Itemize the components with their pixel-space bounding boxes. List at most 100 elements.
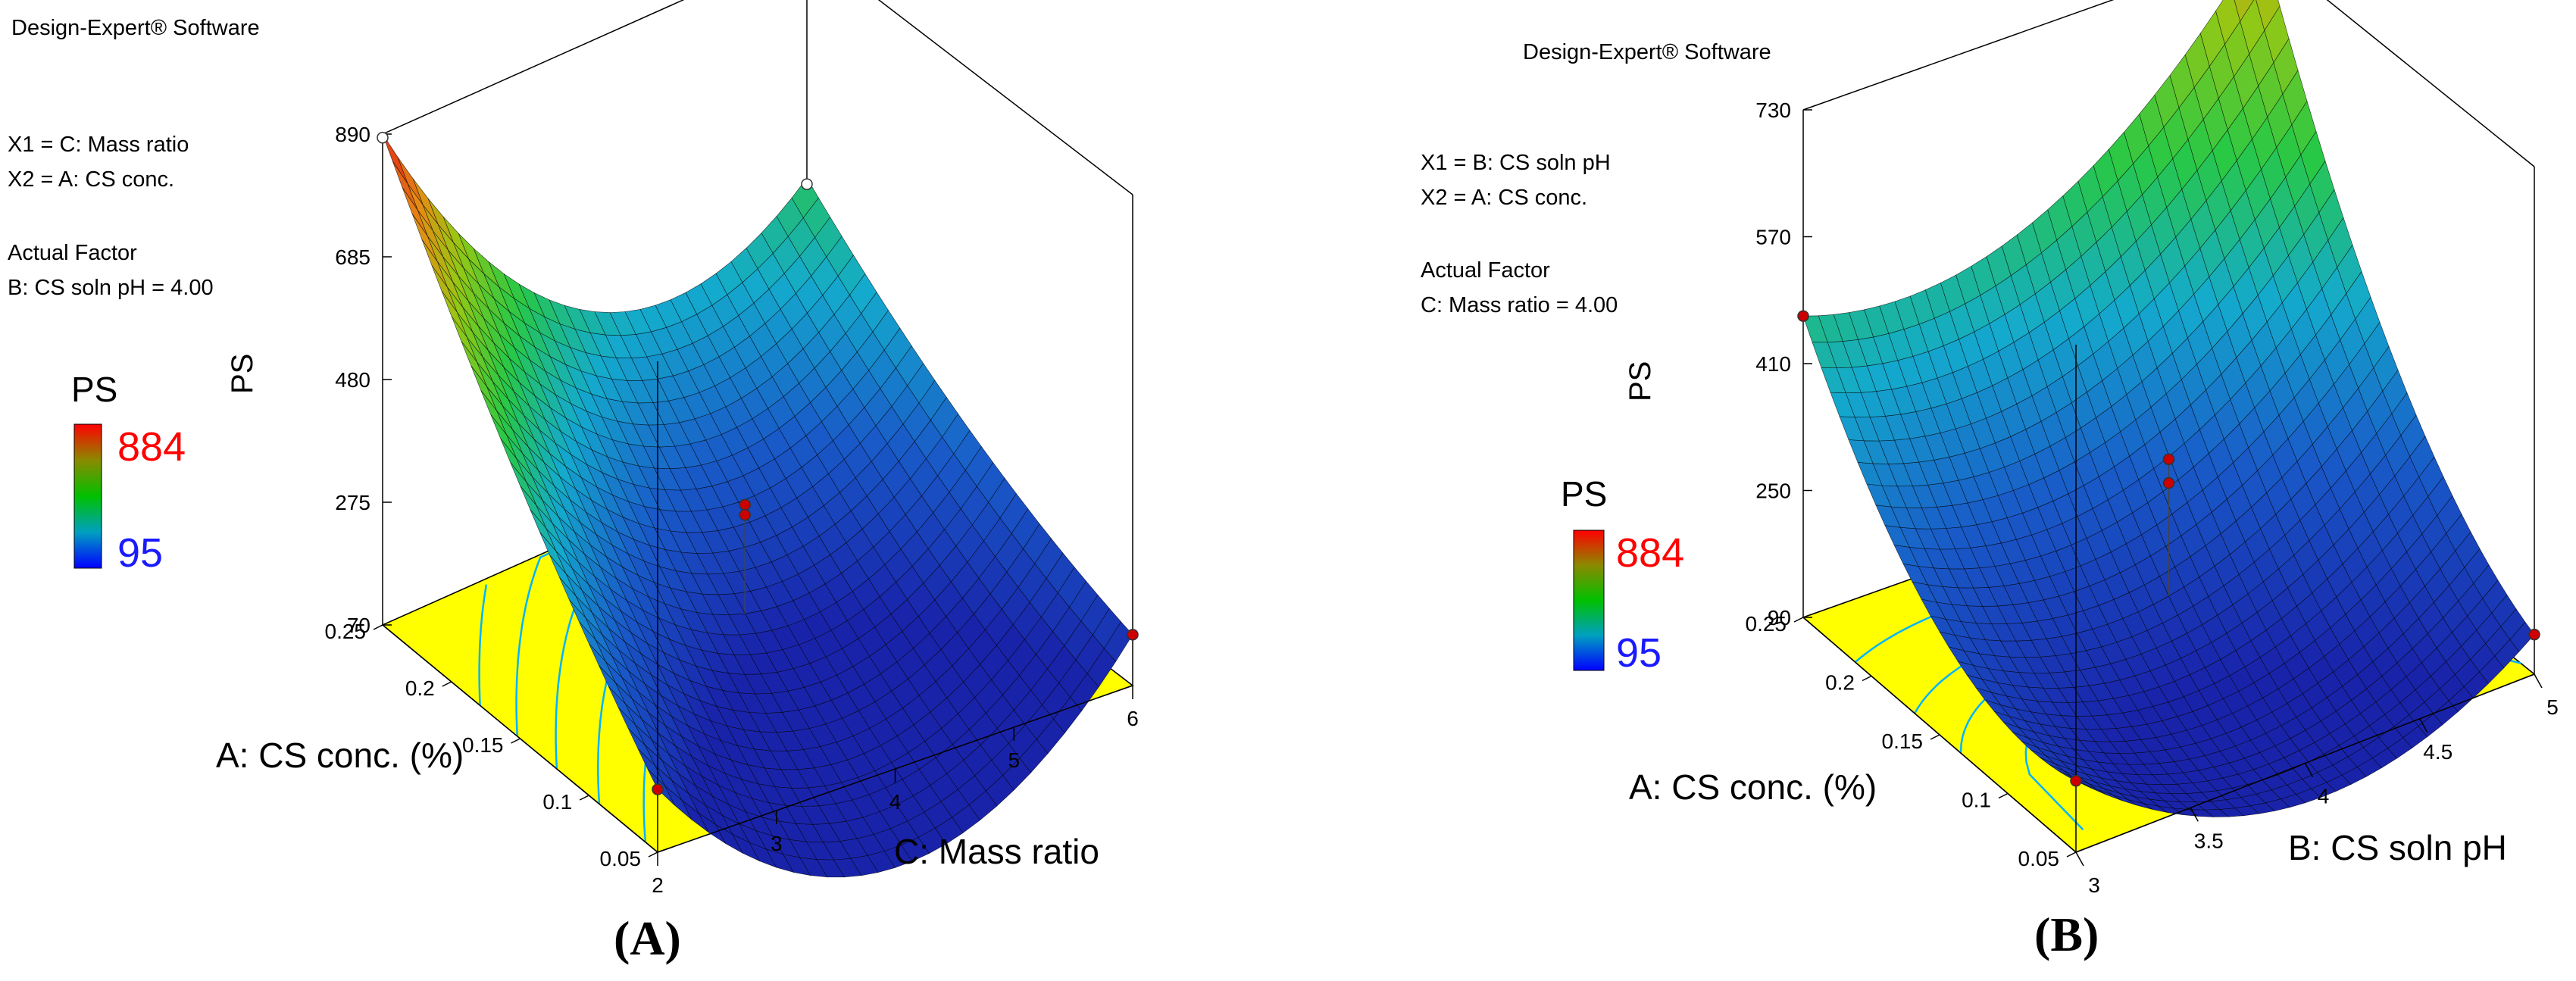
panel-a-box-edge-3: [877, 0, 1133, 195]
panel-a-y-tick-mark: [579, 795, 589, 801]
panel-b-x-tick-label: 5: [2546, 695, 2559, 719]
panel-b-surface-cell: [2234, 0, 2255, 22]
panel-a-legend-title: PS: [71, 370, 117, 409]
panel-a-legend-high: 884: [117, 424, 186, 470]
panel-a-y-tick-label: 0.25: [325, 620, 367, 643]
panel-b-design-point: [1797, 310, 1809, 322]
panel-b-y-tick-mark: [2066, 851, 2077, 858]
panel-a-design-point: [1127, 629, 1139, 641]
panel-a-z-tick-label: 70: [347, 614, 370, 637]
panel-a-y-tick-label: 0.2: [405, 676, 435, 700]
panel-b-surface-cell: [2256, 0, 2281, 31]
panel-a-design-point: [652, 783, 664, 795]
panel-b-box-edge-2: [1802, 0, 2115, 111]
panel-b-x-tick-mark: [2534, 673, 2543, 689]
panel-a-y-tick-mark: [373, 624, 383, 630]
panel-b-y-tick-mark: [1793, 617, 1804, 623]
panel-b-z-tick-label: 250: [1755, 480, 1791, 503]
panel-b-caption: (B): [2034, 908, 2099, 961]
panel-a-y-tick-mark: [442, 681, 452, 687]
panel-b-z-tick-label: 570: [1755, 226, 1791, 249]
panel-a-legend-low: 95: [117, 530, 163, 576]
panel-b-surface-cell: [2240, 0, 2265, 55]
panel-a-x1-definition: X1 = C: Mass ratio: [8, 133, 189, 157]
panel-b-x1-definition: X1 = B: CS soln pH: [1421, 151, 1611, 175]
panel-a-actual-factor-value: B: CS soln pH = 4.00: [8, 276, 214, 300]
panel-b-y-tick-label: 0.15: [1882, 730, 1924, 753]
panel-b-surface-plot: 90 250 410 570 730 3 3.5 4 4.5 5 0.05 0.1 0.15 0.2 0.2…: [1746, 0, 2559, 897]
panel-a-design-point: [377, 131, 389, 144]
panel-b-x-tick-mark: [2304, 763, 2314, 777]
panel-b-y-tick-label: 0.25: [1746, 612, 1787, 636]
panel-a-x-tick-label: 3: [771, 832, 783, 855]
panel-a-y-tick-label: 0.05: [600, 847, 642, 870]
panel-a-z-axis-label: PS: [226, 354, 259, 394]
panel-a-x-axis-label: C: Mass ratio: [894, 832, 1099, 871]
panel-b-z-tick-label: 410: [1755, 352, 1791, 376]
panel-b-box-edge-3: [2326, 0, 2535, 167]
panel-b-legend-high: 884: [1616, 530, 1684, 576]
panel-b-y-tick-mark: [1862, 675, 1872, 682]
panel-a-contour-line-4: [478, 584, 488, 706]
panel-b-x-axis-label: B: CS soln pH: [2288, 828, 2507, 867]
panel-a-x-tick-label: 4: [889, 790, 902, 814]
panel-a-y-tick-label: 0.1: [542, 790, 572, 814]
panel-a-box-edge-2: [382, 0, 685, 135]
panel-b-design-point: [2162, 476, 2175, 489]
panel-a-contour-line-3: [515, 434, 808, 736]
panel-b-y-tick-label: 0.2: [1825, 671, 1855, 695]
panel-b-y-tick-mark: [1998, 792, 2009, 799]
panel-a-design-point: [801, 178, 813, 190]
panel-a-y-tick-mark: [648, 851, 658, 858]
panel-b-actual-factor-value: C: Mass ratio = 4.00: [1421, 293, 1618, 317]
panel-a: Design-Expert® Software X1 = C: Mass rat…: [8, 0, 1139, 965]
panel-a-surface-plot: 70 275 480 685 890 2 3 4 5 6 0.05 0.1 0.15 0.2 0.25: [325, 0, 1139, 897]
panel-a-color-legend: PS 884 95: [71, 370, 186, 576]
panel-b-legend-title: PS: [1561, 474, 1607, 514]
panel-a-z-tick-label: 480: [335, 368, 370, 392]
panel-a-x-tick-label: 2: [652, 873, 664, 897]
panel-b-x-tick-mark: [2419, 718, 2428, 733]
panel-a-y-tick-mark: [511, 738, 521, 744]
panel-b-design-point: [2162, 453, 2175, 465]
panel-b-software-label: Design-Expert® Software: [1523, 40, 1771, 64]
panel-a-y-axis-label: A: CS conc. (%): [216, 736, 464, 775]
panel-a-legend-colorbar: [73, 423, 102, 569]
panel-b-surface-cell: [2215, 0, 2241, 45]
panel-b-y-tick-label: 0.05: [2018, 847, 2060, 870]
panel-b: Design-Expert® Software X1 = B: CS soln …: [1421, 0, 2559, 961]
panel-a-z-tick-label: 685: [335, 245, 370, 269]
panel-b-z-axis-label: PS: [1624, 361, 1657, 401]
panel-b-x-tick-mark: [2075, 851, 2084, 867]
panel-b-x-tick-label: 4.5: [2423, 740, 2453, 764]
panel-a-caption: (A): [614, 911, 681, 965]
panel-a-response-surface: [382, 133, 1133, 878]
panel-b-color-legend: PS 884 95: [1561, 474, 1684, 676]
panel-a-design-point: [739, 498, 751, 511]
panel-b-x-tick-label: 3: [2088, 873, 2100, 897]
panel-a-y-tick-label: 0.15: [462, 733, 504, 757]
panel-b-legend-low: 95: [1616, 630, 1662, 676]
panel-b-y-tick-mark: [1930, 734, 1940, 740]
panel-b-x-tick-label: 3.5: [2194, 829, 2224, 852]
panel-b-legend-colorbar: [1573, 530, 1605, 671]
panel-b-design-point: [2528, 628, 2540, 641]
panel-a-x2-definition: X2 = A: CS conc.: [8, 167, 174, 192]
panel-a-info: Design-Expert® Software X1 = C: Mass rat…: [8, 16, 260, 300]
panel-b-info: Design-Expert® Software X1 = B: CS soln …: [1421, 40, 1771, 317]
panel-b-x-tick-mark: [2190, 807, 2199, 822]
panel-b-z-tick-label: 90: [1768, 606, 1791, 630]
panel-a-actual-factor-title: Actual Factor: [8, 241, 137, 265]
panel-b-actual-factor-title: Actual Factor: [1421, 258, 1550, 283]
panel-b-x-tick-label: 4: [2318, 785, 2330, 808]
panel-b-y-axis-label: A: CS conc. (%): [1629, 767, 1877, 807]
panel-a-x-tick-label: 5: [1008, 748, 1020, 772]
panel-b-z-tick-label: 730: [1755, 98, 1791, 122]
panel-a-design-point: [739, 508, 751, 521]
panel-a-z-tick-label: 890: [335, 123, 370, 146]
panel-a-z-tick-label: 275: [335, 491, 370, 514]
panel-b-y-tick-label: 0.1: [1962, 789, 1991, 812]
panel-a-x-tick-label: 6: [1127, 707, 1139, 730]
panel-b-response-surface: [1802, 0, 2535, 817]
